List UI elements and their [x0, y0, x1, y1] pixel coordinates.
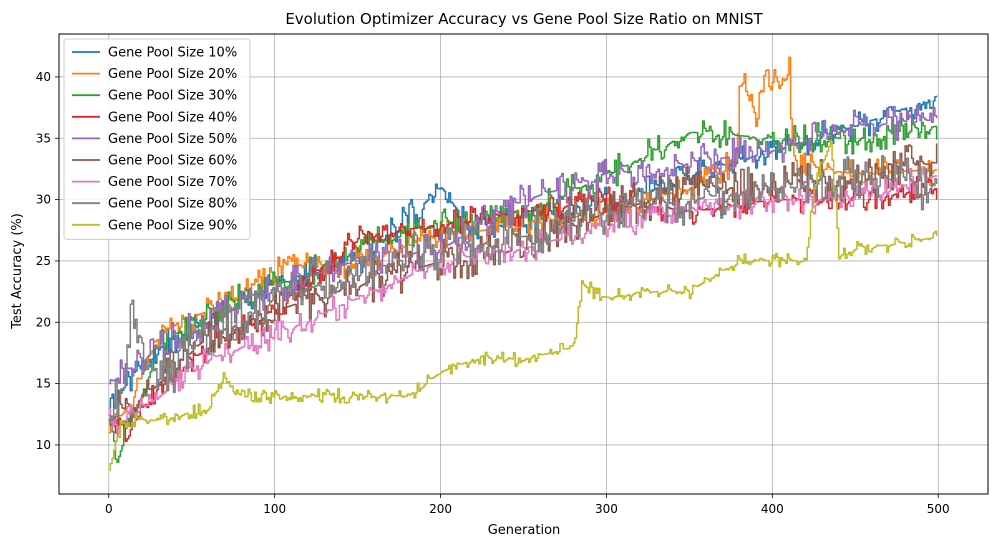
legend-label: Gene Pool Size 60% — [108, 154, 237, 169]
legend-label: Gene Pool Size 20% — [108, 67, 237, 82]
series-line — [108, 166, 938, 436]
series-line — [108, 140, 938, 471]
legend-label: Gene Pool Size 10% — [108, 46, 237, 61]
series-lines — [108, 56, 938, 471]
series-line — [108, 105, 938, 385]
chart-title: Evolution Optimizer Accuracy vs Gene Poo… — [285, 10, 763, 28]
y-axis: 10 15 20 25 30 35 40 — [36, 70, 59, 452]
y-tick-label: 20 — [36, 315, 51, 329]
grid — [59, 34, 988, 494]
y-tick-label: 25 — [36, 254, 51, 268]
x-tick-label: 0 — [105, 502, 113, 516]
plot-frame — [58, 33, 989, 495]
legend-label: Gene Pool Size 80% — [108, 197, 237, 212]
y-tick-label: 40 — [36, 70, 51, 84]
legend-label: Gene Pool Size 90% — [108, 218, 237, 233]
x-axis-label: Generation — [488, 523, 561, 538]
legend-label: Gene Pool Size 70% — [108, 175, 237, 190]
y-axis-label: Test Accuracy (%) — [10, 213, 25, 330]
y-tick-label: 30 — [36, 193, 51, 207]
legend-label: Gene Pool Size 30% — [108, 89, 237, 104]
x-tick-label: 300 — [595, 502, 618, 516]
x-tick-label: 400 — [761, 502, 784, 516]
x-tick-label: 100 — [263, 502, 286, 516]
legend-label: Gene Pool Size 50% — [108, 132, 237, 147]
series-line — [108, 154, 938, 425]
y-tick-label: 35 — [36, 131, 51, 145]
x-axis: 0 100 200 300 400 500 — [105, 494, 950, 516]
x-tick-label: 200 — [429, 502, 452, 516]
y-tick-label: 10 — [36, 438, 51, 452]
legend-box — [63, 38, 251, 240]
y-tick-label: 15 — [36, 377, 51, 391]
x-tick-label: 500 — [927, 502, 950, 516]
legend: Gene Pool Size 10% Gene Pool Size 20% Gene… — [63, 38, 251, 240]
legend-label: Gene Pool Size 40% — [108, 110, 237, 125]
